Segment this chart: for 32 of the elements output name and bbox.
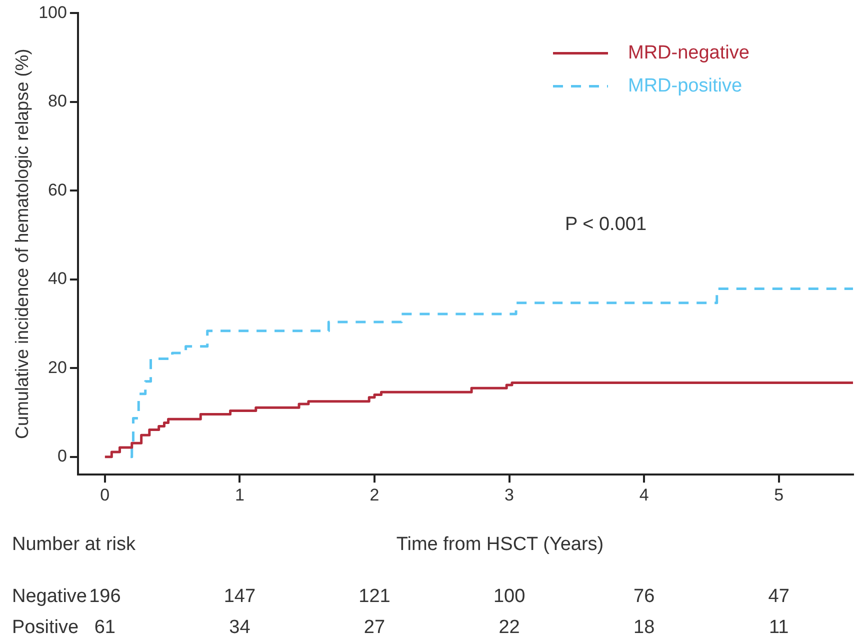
annotation: P < 0.001	[565, 214, 647, 236]
text: Number at risk	[12, 534, 136, 556]
text: 76	[634, 586, 655, 608]
text: 147	[224, 586, 256, 608]
x-tick-label: 3	[504, 485, 514, 504]
y-tick-label: 40	[48, 269, 67, 288]
y-tick-label: 100	[38, 2, 67, 22]
text: 100	[493, 586, 526, 608]
text: 121	[358, 586, 390, 608]
y-tick-label: 0	[57, 446, 67, 466]
text: Negative	[12, 586, 87, 608]
text: 27	[364, 617, 386, 638]
text: 11	[769, 617, 789, 638]
x-tick-label: 4	[639, 485, 649, 504]
text: Positive	[12, 617, 79, 638]
y-tick-label: 80	[48, 92, 67, 111]
legend-label: MRD-negative	[628, 42, 750, 64]
text: 18	[634, 617, 655, 638]
x-tick-label: 2	[370, 485, 380, 504]
x-tick-label: 1	[234, 485, 244, 504]
x-tick-label: 5	[774, 485, 784, 504]
legend-label: MRD-positive	[628, 75, 742, 96]
text: 196	[89, 586, 121, 608]
text: 47	[768, 586, 790, 608]
x-tick-label: 0	[100, 485, 110, 504]
text: 22	[498, 617, 520, 638]
text: 34	[229, 617, 251, 638]
y-tick-label: 20	[48, 358, 67, 377]
text: 61	[94, 617, 116, 638]
y-axis-title: Cumulative incidence of hematologic relapse (%)	[12, 48, 32, 439]
y-tick-label: 60	[48, 180, 67, 200]
x-axis-title: Time from HSCT (Years)	[396, 534, 604, 556]
